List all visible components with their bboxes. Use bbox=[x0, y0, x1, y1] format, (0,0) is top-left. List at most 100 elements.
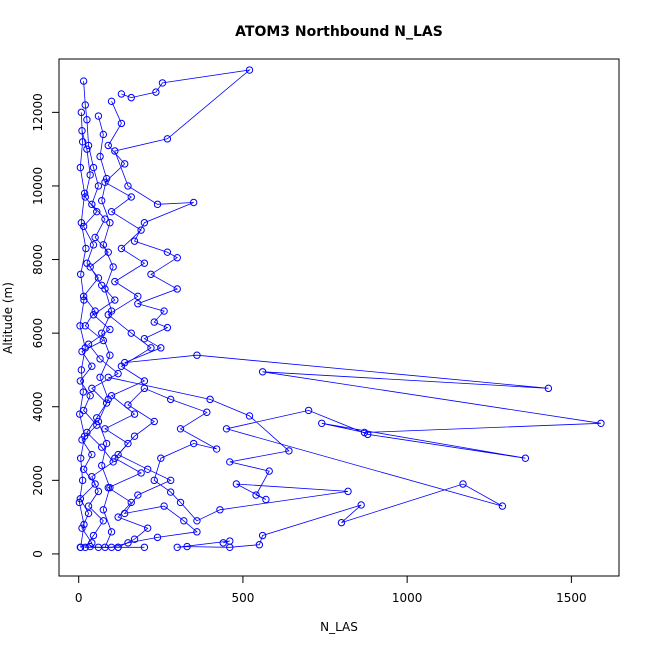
series-layer bbox=[75, 66, 605, 551]
data-point-6-4 bbox=[97, 196, 106, 205]
data-point-5-6 bbox=[76, 270, 85, 278]
data-point-3-22 bbox=[91, 480, 99, 488]
data-point-4-26 bbox=[143, 524, 152, 532]
data-point-1-41 bbox=[173, 543, 181, 551]
data-point-2-32 bbox=[193, 528, 201, 536]
data-point-6-1 bbox=[99, 130, 108, 139]
data-point-4-7 bbox=[137, 226, 145, 234]
data-point-0-23 bbox=[109, 458, 117, 466]
data-point-1-29 bbox=[521, 454, 530, 462]
series-line-4 bbox=[104, 101, 152, 548]
data-point-4-11 bbox=[134, 292, 142, 301]
data-point-3-6 bbox=[89, 241, 98, 249]
data-point-2-18 bbox=[176, 425, 185, 433]
data-point-0-25 bbox=[94, 487, 103, 496]
data-point-5-11 bbox=[79, 388, 88, 396]
data-point-1-21 bbox=[157, 344, 165, 352]
data-point-0-1 bbox=[81, 101, 89, 109]
y-tick-label-2: 4000 bbox=[31, 391, 45, 422]
data-point-6-5 bbox=[106, 219, 114, 227]
x-tick-label-0: 0 bbox=[75, 591, 83, 605]
data-point-1-14 bbox=[147, 270, 155, 278]
data-point-0-27 bbox=[99, 517, 108, 525]
data-point-2-27 bbox=[166, 476, 175, 485]
data-point-4-18 bbox=[130, 410, 139, 418]
data-point-3-2 bbox=[86, 171, 94, 179]
data-point-4-5 bbox=[127, 193, 135, 201]
data-point-4-28 bbox=[114, 543, 122, 551]
data-point-5-4 bbox=[77, 219, 86, 227]
data-point-6-3 bbox=[102, 174, 111, 183]
data-point-2-24 bbox=[130, 432, 139, 440]
data-point-1-43 bbox=[219, 539, 227, 547]
data-point-4-16 bbox=[140, 377, 149, 385]
data-point-2-12 bbox=[176, 498, 185, 507]
y-axis-label: Altitude (m) bbox=[1, 282, 15, 354]
data-point-2-19 bbox=[203, 408, 211, 416]
x-axis-label: N_LAS bbox=[320, 620, 358, 634]
data-point-2-14 bbox=[150, 476, 158, 485]
data-point-1-12 bbox=[163, 248, 172, 256]
data-point-5-18 bbox=[76, 543, 85, 551]
data-point-2-23 bbox=[150, 417, 158, 426]
data-point-5-9 bbox=[81, 344, 89, 352]
data-point-1-3 bbox=[158, 79, 167, 87]
data-point-1-40 bbox=[183, 542, 191, 551]
data-point-1-37 bbox=[258, 531, 267, 540]
data-point-2-7 bbox=[262, 495, 270, 504]
data-point-0-28 bbox=[89, 531, 98, 540]
data-point-0-29 bbox=[81, 543, 89, 551]
data-point-2-9 bbox=[344, 487, 352, 496]
data-point-1-1 bbox=[127, 93, 135, 102]
data-point-0-18 bbox=[88, 384, 96, 393]
data-point-1-17 bbox=[160, 307, 168, 315]
data-point-6-19 bbox=[107, 528, 116, 536]
data-point-1-38 bbox=[255, 541, 264, 549]
data-point-1-28 bbox=[318, 419, 326, 427]
data-point-1-26 bbox=[597, 419, 605, 427]
series-line-1 bbox=[114, 69, 601, 548]
data-point-4-15 bbox=[117, 362, 126, 370]
series-line-5 bbox=[78, 112, 87, 548]
data-point-1-32 bbox=[222, 425, 231, 433]
y-tick-label-1: 2000 bbox=[31, 465, 45, 496]
data-point-1-19 bbox=[163, 323, 172, 332]
data-point-0-4 bbox=[89, 163, 98, 172]
data-point-3-19 bbox=[78, 436, 86, 444]
data-point-4-19 bbox=[101, 425, 109, 433]
data-point-5-15 bbox=[78, 476, 87, 485]
data-point-5-1 bbox=[78, 138, 87, 146]
data-point-3-7 bbox=[83, 259, 91, 267]
data-point-2-21 bbox=[140, 384, 149, 393]
data-point-3-11 bbox=[81, 322, 89, 330]
data-point-3-24 bbox=[84, 509, 93, 518]
x-tick-label-2: 1000 bbox=[392, 591, 423, 605]
data-point-3-26 bbox=[88, 539, 96, 547]
data-point-0-0 bbox=[79, 77, 88, 85]
series-line-2 bbox=[90, 376, 349, 548]
data-point-1-23 bbox=[193, 351, 201, 359]
data-point-0-6 bbox=[88, 200, 96, 209]
data-point-1-31 bbox=[304, 406, 313, 415]
data-point-0-2 bbox=[83, 116, 91, 124]
data-point-6-7 bbox=[109, 263, 117, 271]
data-point-3-5 bbox=[79, 222, 88, 231]
data-point-1-42 bbox=[226, 537, 234, 545]
data-point-0-14 bbox=[106, 325, 114, 334]
data-point-1-30 bbox=[364, 430, 372, 439]
data-point-4-1 bbox=[117, 119, 126, 128]
data-point-6-0 bbox=[94, 112, 103, 120]
data-point-3-16 bbox=[86, 391, 94, 400]
data-point-1-8 bbox=[153, 200, 162, 209]
data-point-5-7 bbox=[80, 296, 88, 304]
data-point-2-31 bbox=[180, 517, 188, 525]
data-point-6-10 bbox=[97, 329, 106, 337]
data-point-4-6 bbox=[107, 208, 116, 216]
data-point-3-3 bbox=[81, 193, 89, 201]
data-point-6-13 bbox=[104, 395, 112, 404]
data-point-4-27 bbox=[130, 535, 139, 543]
data-point-1-24 bbox=[544, 384, 553, 393]
data-point-1-20 bbox=[140, 334, 149, 343]
data-point-5-16 bbox=[75, 498, 84, 507]
x-tick-label-1: 500 bbox=[231, 591, 254, 605]
